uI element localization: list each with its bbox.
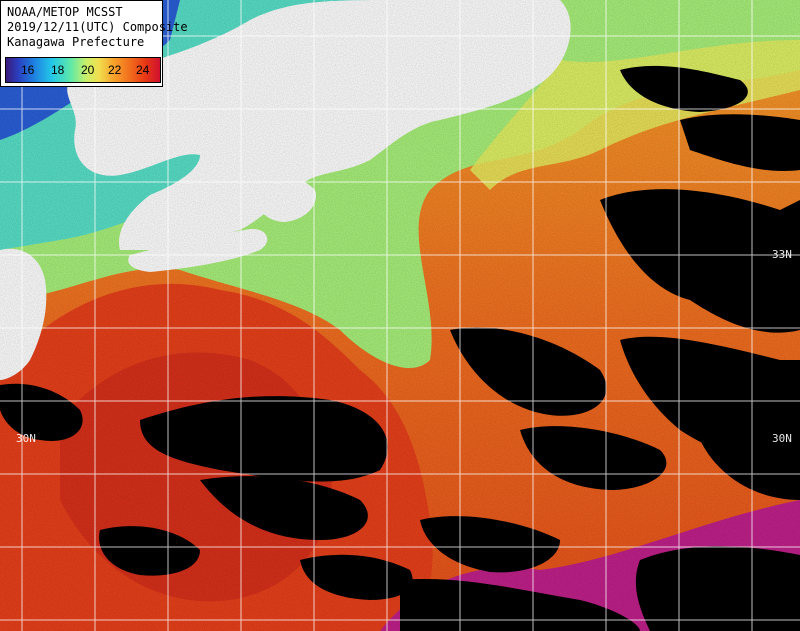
colorbar-tick-22: 22 [108, 63, 122, 77]
legend-title-date: 2019/12/11(UTC) Composite [7, 20, 188, 34]
legend-title-org: Kanagawa Prefecture [7, 35, 145, 49]
legend-title-source: NOAA/METOP MCSST [7, 5, 123, 19]
colorbar-tick-18: 18 [51, 63, 65, 77]
lon-label-top: 145 [322, 0, 335, 2]
legend-panel: NOAA/METOP MCSST 2019/12/11(UTC) Composi… [0, 0, 188, 87]
lat-label-33n: 33N [772, 248, 792, 261]
lat-label-30n: 30N [772, 432, 792, 445]
colorbar-tick-24: 24 [136, 63, 150, 77]
temperature-colorbar [5, 57, 161, 83]
colorbar-tick-16: 16 [21, 63, 35, 77]
lat-label-30n-left: 30N [16, 432, 36, 445]
colorbar-tick-20: 20 [81, 63, 95, 77]
